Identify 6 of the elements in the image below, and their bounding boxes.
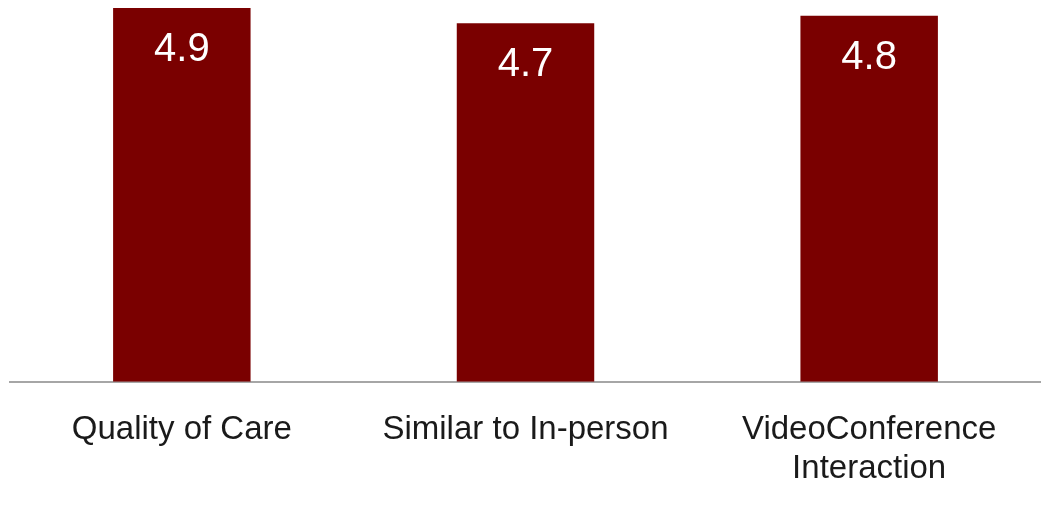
x-tick-label: Similar to In-person [382, 408, 669, 446]
data-label: 4.7 [497, 40, 554, 85]
x-tick-label: Quality of Care [71, 408, 292, 446]
data-label: 4.8 [841, 32, 897, 77]
data-label: 4.9 [154, 25, 210, 70]
x-tick-label: VideoConference Interaction [741, 408, 997, 486]
